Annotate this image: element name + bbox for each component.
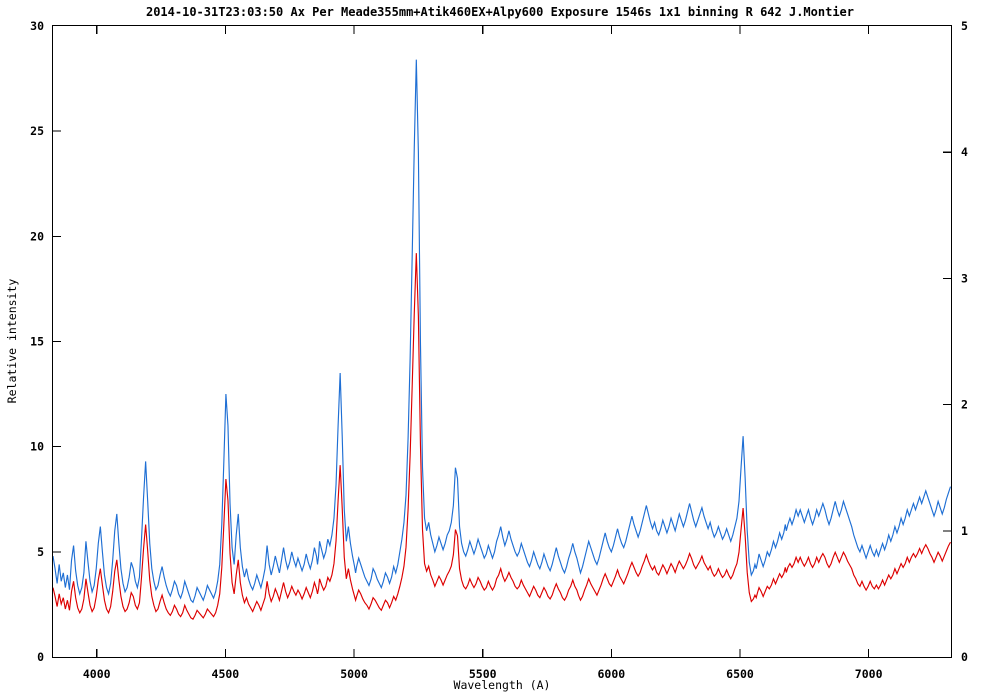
y-tick-label-right: 3 — [961, 271, 968, 285]
y-axis-right-ticks — [943, 151, 951, 532]
y-tick-label-right: 5 — [961, 19, 968, 33]
y-tick-label-right: 2 — [961, 398, 968, 412]
y-tick-label-right: 0 — [961, 650, 968, 664]
x-tick-label: 6500 — [726, 667, 754, 681]
x-tick-label: 4500 — [212, 667, 240, 681]
y-tick-label-left: 30 — [30, 19, 44, 33]
x-axis-ticks — [96, 649, 870, 657]
spectrum-red — [53, 253, 951, 620]
y-axis-right-tick-labels: 0 1 2 3 4 5 — [961, 19, 968, 664]
y-tick-label-left: 25 — [30, 124, 44, 138]
chart-title: 2014-10-31T23:03:50 Ax Per Meade355mm+At… — [145, 5, 854, 19]
x-axis-ticks-top — [96, 26, 870, 34]
y-axis-title: Relative intensity — [5, 279, 19, 404]
y-tick-label-left: 20 — [30, 229, 44, 243]
y-tick-label-left: 0 — [37, 650, 44, 664]
x-tick-label: 5500 — [469, 667, 497, 681]
y-tick-label-left: 10 — [30, 440, 44, 454]
x-axis-tick-labels: 4000 4500 5000 5500 6000 6500 7000 — [83, 667, 883, 681]
x-tick-label: 5000 — [340, 667, 368, 681]
y-axis-left-ticks — [53, 130, 61, 553]
x-tick-label: 7000 — [855, 667, 883, 681]
plot-frame — [51, 24, 953, 659]
y-axis-left-tick-labels: 0 5 10 15 20 25 30 — [30, 19, 44, 664]
x-tick-label: 4000 — [83, 667, 111, 681]
x-tick-label: 6000 — [598, 667, 626, 681]
y-tick-label-right: 4 — [961, 145, 968, 159]
y-tick-label-left: 15 — [30, 335, 44, 349]
x-axis-title: Wavelength (A) — [454, 678, 551, 692]
data-series-group — [53, 59, 951, 620]
y-tick-label-right: 1 — [961, 524, 968, 538]
spectrum-blue — [53, 59, 951, 604]
y-tick-label-left: 5 — [37, 545, 44, 559]
